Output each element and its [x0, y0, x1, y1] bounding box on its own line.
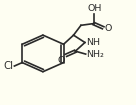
Text: NH₂: NH₂ — [86, 50, 104, 59]
Text: NH: NH — [86, 38, 100, 47]
Text: OH: OH — [87, 4, 101, 13]
Text: Cl: Cl — [4, 61, 14, 71]
Text: O: O — [57, 56, 65, 65]
Text: O: O — [104, 24, 112, 33]
